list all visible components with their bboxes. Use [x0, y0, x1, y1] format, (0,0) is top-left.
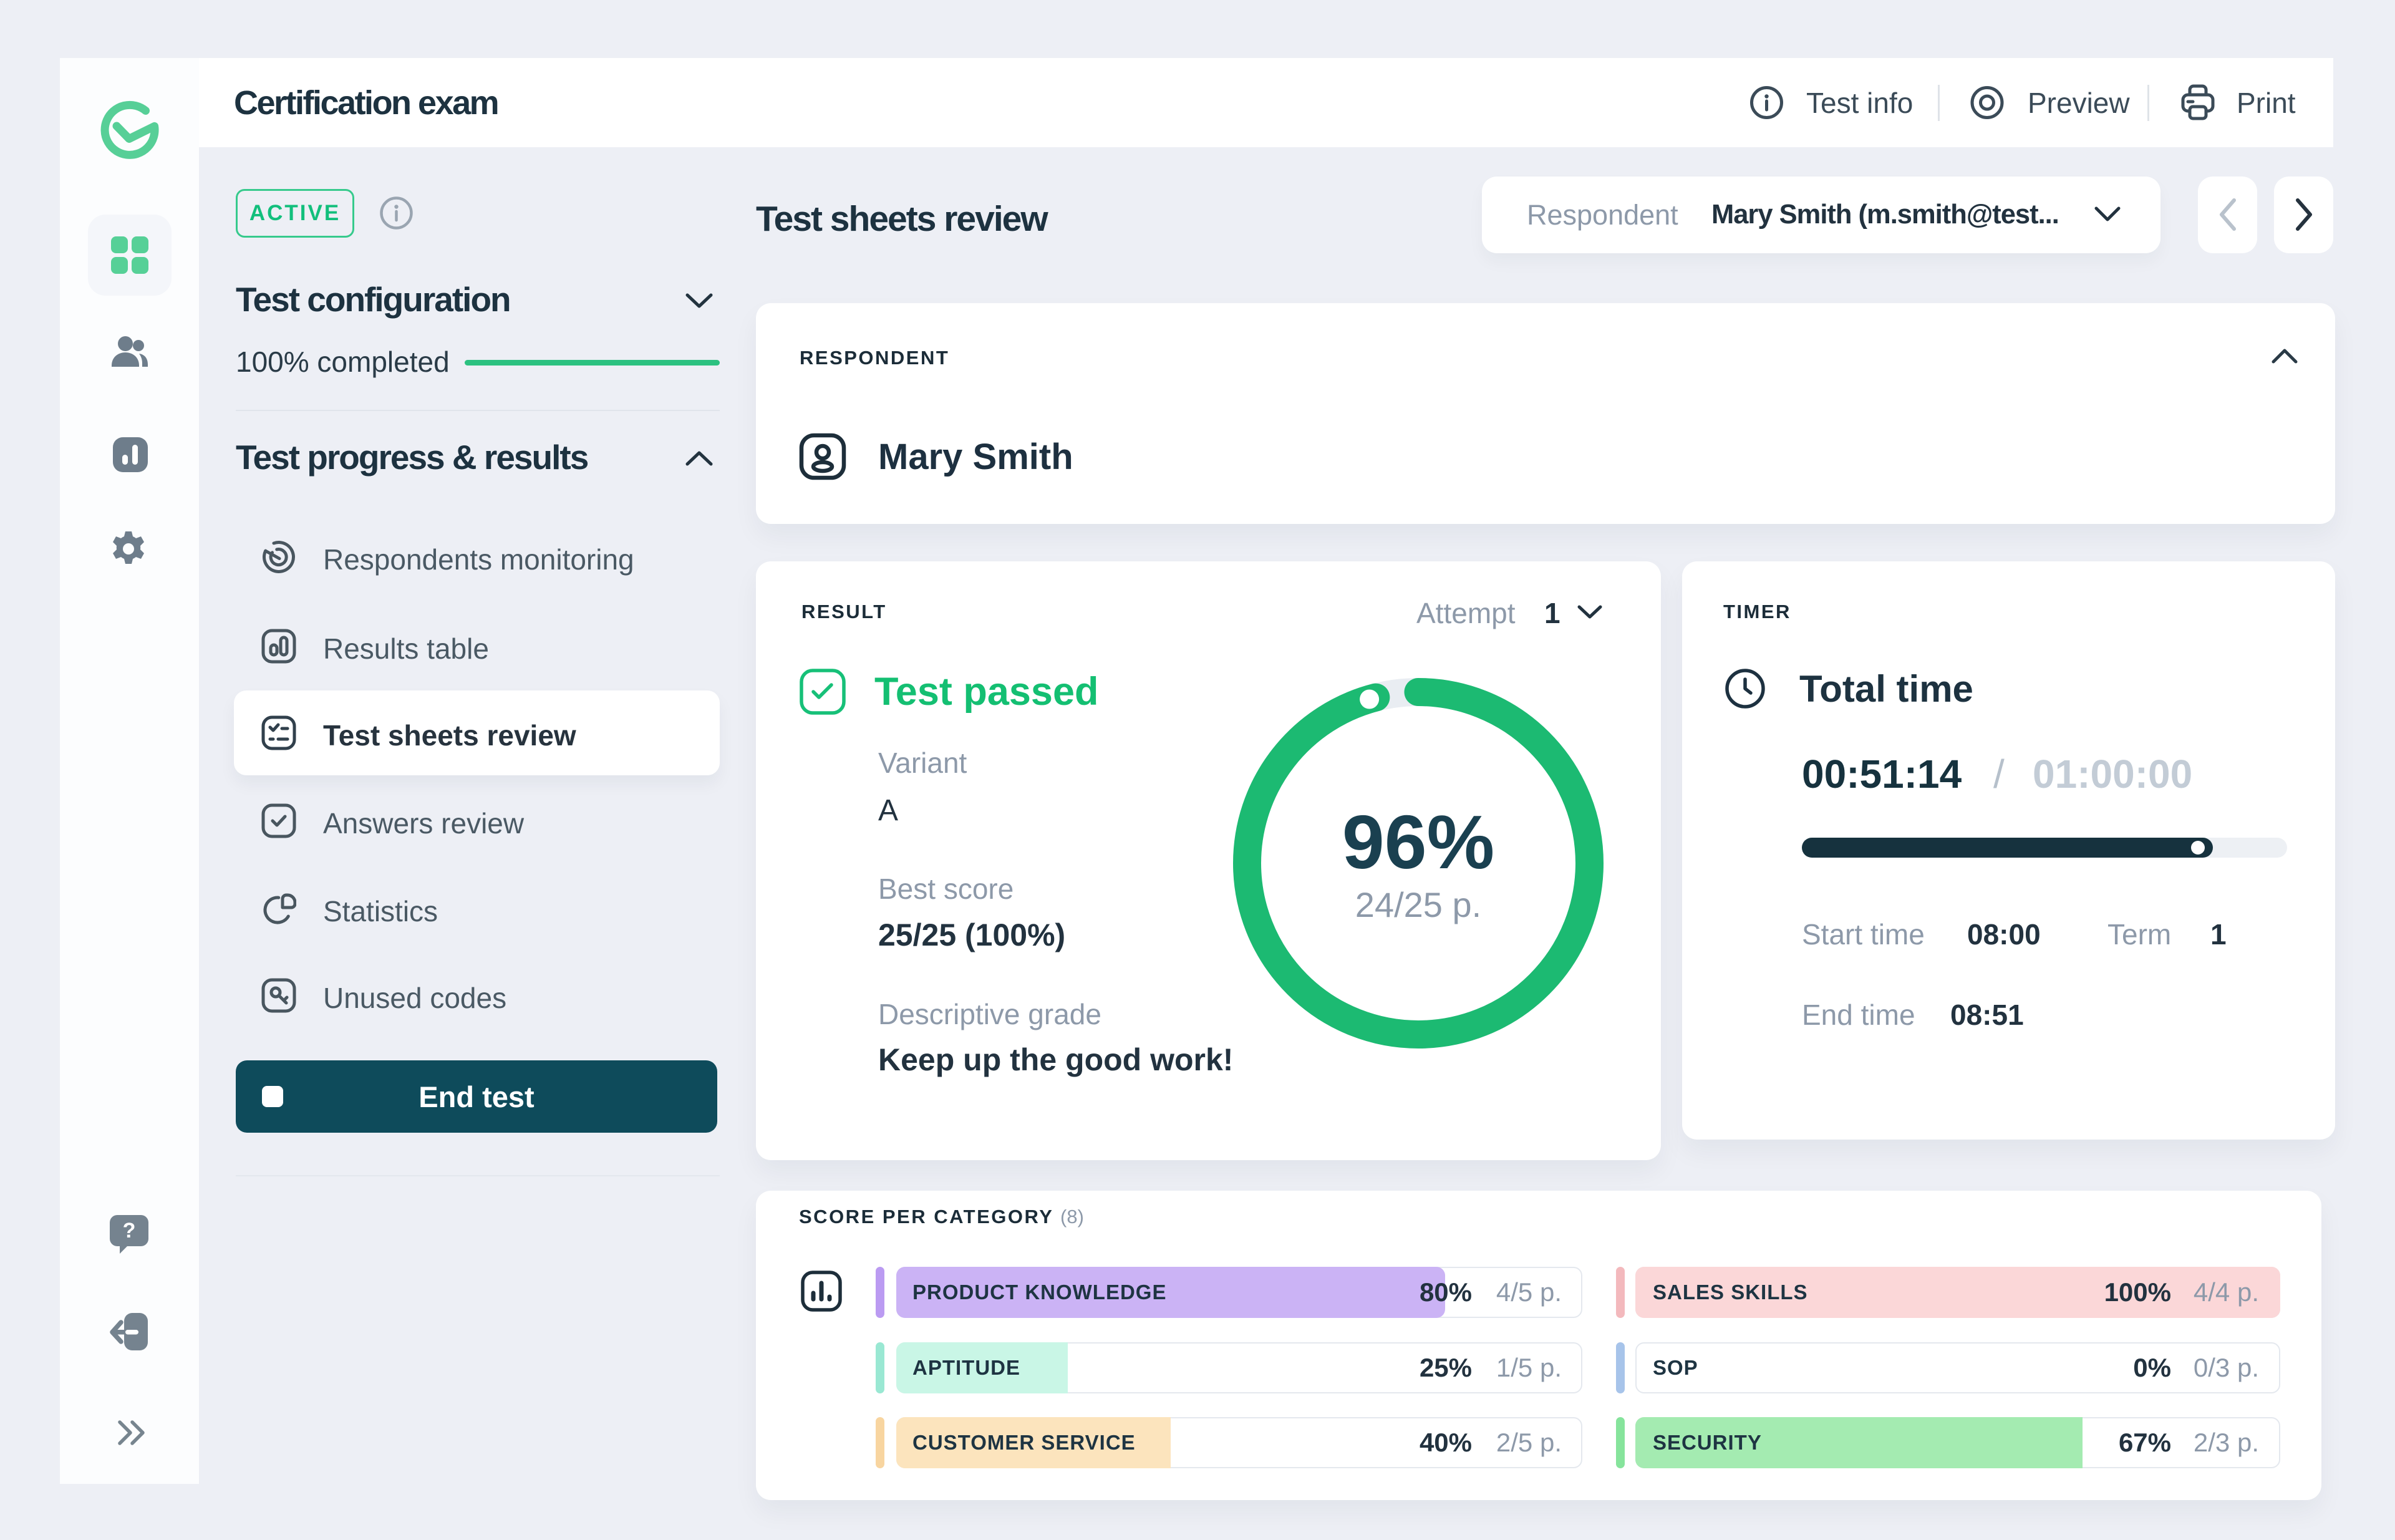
svg-text:24/25 p.: 24/25 p. [1355, 885, 1481, 924]
svg-text:?: ? [123, 1219, 136, 1242]
svg-text:96%: 96% [1342, 800, 1494, 884]
